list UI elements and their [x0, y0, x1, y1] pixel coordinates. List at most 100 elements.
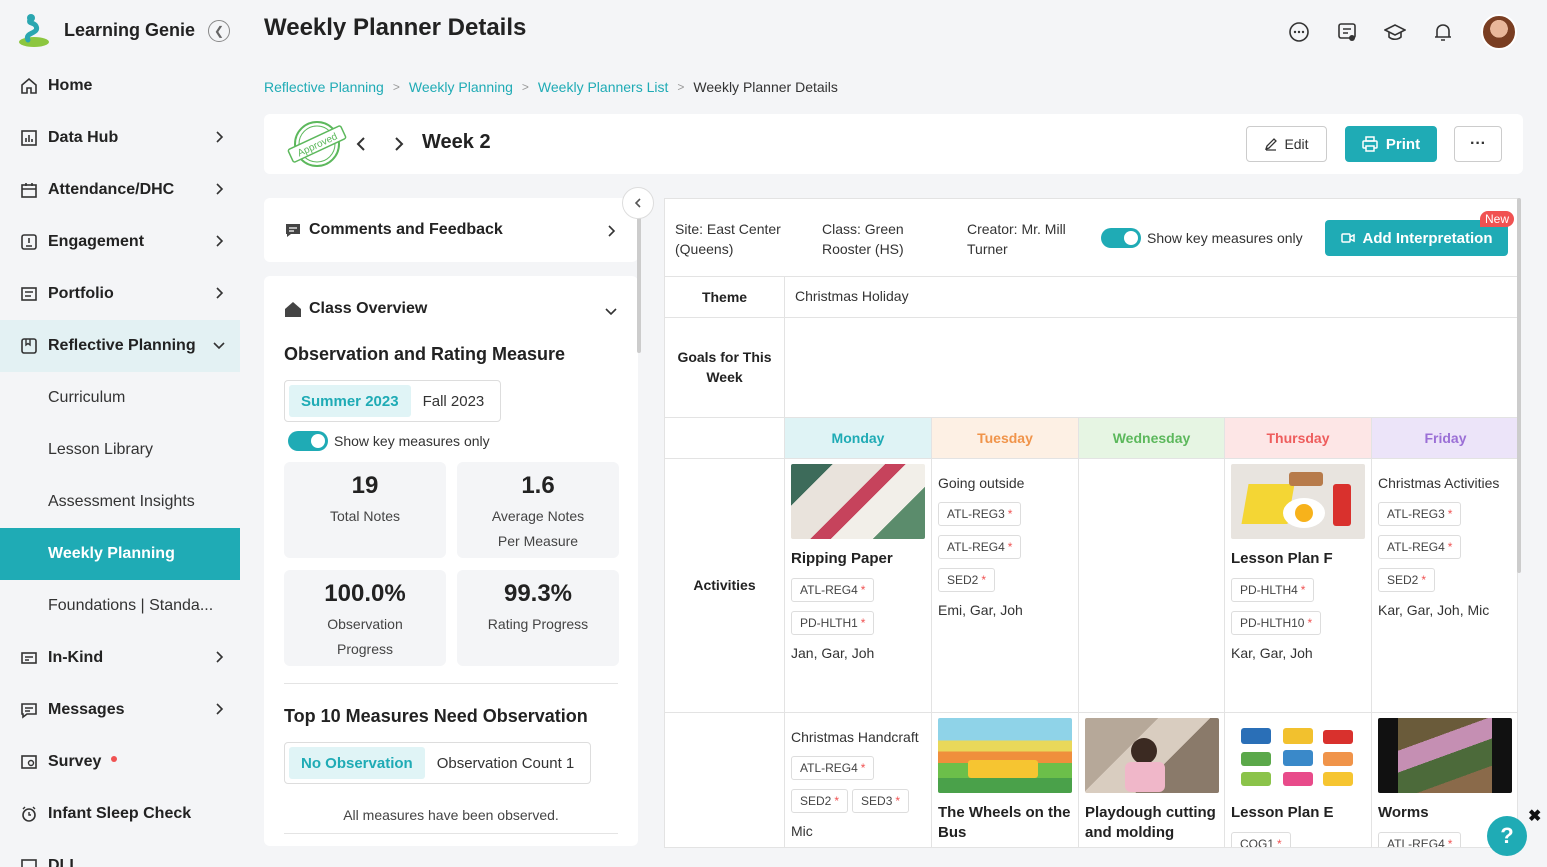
survey-icon: [20, 753, 38, 771]
collapse-panel-button[interactable]: [622, 187, 654, 219]
more-options-button[interactable]: ···: [1454, 126, 1502, 162]
activity-card[interactable]: Worms ATL-REG4 *: [1372, 718, 1517, 847]
breadcrumb-weekly-planning[interactable]: Weekly Planning: [408, 79, 513, 95]
graduation-cap-icon[interactable]: [1383, 20, 1407, 44]
divider: [284, 833, 618, 834]
chevron-right-icon: [216, 235, 224, 247]
activity-card[interactable]: Christmas Handcraft ATL-REG4 * SED2 * SED3 *…: [785, 727, 931, 839]
sidebar-item-infant-sleep-check[interactable]: Infant Sleep Check: [0, 788, 240, 840]
add-interpretation-label: Add Interpretation: [1362, 229, 1493, 247]
sidebar-item-data-hub[interactable]: Data Hub: [0, 112, 240, 164]
print-button[interactable]: Print: [1345, 126, 1437, 162]
sidebar-item-label: In-Kind: [48, 649, 104, 666]
measure-tag: SED2 *: [791, 789, 849, 813]
notes-icon[interactable]: [1335, 20, 1359, 44]
activity-card[interactable]: Going outside ATL-REG3 * ATL-REG4 * SED2 * …: [932, 473, 1078, 618]
sidebar-item-label: Engagement: [48, 233, 145, 250]
sidebar-item-dll[interactable]: DLL: [0, 840, 240, 867]
sidebar-item-in-kind[interactable]: In-Kind: [0, 632, 240, 684]
collapse-sidebar-icon[interactable]: ❮: [208, 20, 230, 42]
children-list: Emi, Gar, Joh: [938, 602, 1023, 618]
calendar-icon: [20, 181, 38, 199]
measure-tag: SED2 *: [938, 568, 996, 592]
stat-observation-progress: 100.0% Observation Progress: [284, 570, 446, 666]
sidebar-item-label: Attendance/DHC: [48, 181, 175, 198]
activity-card[interactable]: Ripping Paper ATL-REG4 * PD-HLTH1 * Jan, G…: [785, 464, 931, 661]
sidebar-subitem-curriculum[interactable]: Curriculum: [48, 389, 126, 406]
add-interpretation-button[interactable]: Add Interpretation: [1325, 220, 1508, 256]
tab-summer-2023[interactable]: Summer 2023: [289, 385, 411, 417]
theme-label: Theme: [701, 289, 748, 305]
class-info: Class: Green Rooster (HS): [822, 221, 904, 257]
activity-title: Going outside: [938, 475, 1025, 491]
stat-label: Observation Progress: [327, 616, 403, 657]
goals-label: Goals for This Week: [677, 349, 772, 385]
edit-button[interactable]: Edit: [1246, 126, 1327, 162]
sidebar-item-reflective-planning[interactable]: Reflective Planning: [0, 320, 240, 372]
activity-title: The Wheels on the Bus: [938, 804, 1071, 841]
bell-icon[interactable]: [1431, 20, 1455, 44]
stat-value: 100.0%: [324, 580, 406, 607]
measure-tag: ATL-REG3 *: [938, 502, 1022, 526]
key-measures-toggle[interactable]: [288, 431, 328, 451]
day-header-thursday: Thursday: [1225, 418, 1371, 458]
sleep-icon: [20, 805, 38, 823]
portfolio-icon: [20, 285, 38, 303]
left-scrollbar[interactable]: [637, 215, 641, 353]
next-week-icon[interactable]: [392, 134, 406, 154]
previous-week-icon[interactable]: [354, 134, 368, 154]
planner-scrollbar[interactable]: [1517, 198, 1521, 573]
activity-card[interactable]: Lesson Plan E COG1 *: [1225, 718, 1371, 847]
sidebar-item-survey[interactable]: Survey: [0, 736, 240, 788]
sidebar-item-portfolio[interactable]: Portfolio: [0, 268, 240, 320]
breadcrumb-weekly-planners-list[interactable]: Weekly Planners List: [537, 79, 669, 95]
tab-observation-count-1[interactable]: Observation Count 1: [436, 754, 575, 772]
activity-title: Worms: [1378, 804, 1429, 821]
breadcrumb-reflective-planning[interactable]: Reflective Planning: [264, 79, 384, 95]
stat-label: Rating Progress: [487, 616, 589, 632]
activity-card[interactable]: The Wheels on the Bus: [932, 718, 1078, 843]
grid-line: [665, 276, 1517, 277]
key-measures-label: Show key measures only: [334, 433, 490, 449]
sidebar-subitem-weekly-planning[interactable]: Weekly Planning: [0, 528, 240, 580]
close-icon[interactable]: ✖: [1528, 808, 1542, 825]
sidebar-subitem-lesson-library[interactable]: Lesson Library: [48, 441, 153, 458]
activity-title: Lesson Plan F: [1231, 550, 1333, 567]
planner-key-measures-toggle[interactable]: [1101, 228, 1141, 248]
chevron-down-icon[interactable]: [604, 304, 618, 318]
help-button[interactable]: ?: [1487, 816, 1527, 856]
day-header-tuesday: Tuesday: [932, 418, 1078, 458]
printer-icon: [1362, 136, 1378, 152]
comments-card[interactable]: Comments and Feedback: [264, 198, 638, 262]
avatar[interactable]: [1481, 14, 1517, 50]
sidebar: Learning Genie ❮ Home Data Hub Attendanc…: [0, 0, 240, 867]
grid-line: [931, 417, 932, 847]
brand[interactable]: Learning Genie ❮: [16, 12, 230, 48]
sidebar-item-label: DLL: [48, 857, 80, 867]
page-title: Weekly Planner Details: [264, 14, 527, 41]
sidebar-subitem-assessment-insights[interactable]: Assessment Insights: [48, 493, 195, 510]
grid-line: [665, 317, 1517, 318]
week-label: Week 2: [422, 131, 491, 153]
activity-card[interactable]: Christmas Activities ATL-REG3 * ATL-REG4 *…: [1372, 473, 1517, 618]
activity-thumbnail: [1378, 718, 1512, 793]
activity-thumbnail: [1231, 464, 1365, 539]
sidebar-item-home[interactable]: Home: [0, 60, 240, 112]
breadcrumb-separator-icon: >: [677, 80, 685, 94]
activity-thumbnail: [1231, 718, 1365, 793]
measure-tag: PD-HLTH1 *: [791, 611, 875, 635]
activity-card[interactable]: Playdough cutting and molding: [1079, 718, 1225, 843]
sidebar-subitem-foundations[interactable]: Foundations | Standa...: [48, 597, 214, 614]
tab-fall-2023[interactable]: Fall 2023: [422, 392, 485, 410]
class-overview-card: Class Overview Observation and Rating Me…: [264, 276, 638, 846]
sidebar-item-engagement[interactable]: Engagement: [0, 216, 240, 268]
activity-card[interactable]: Lesson Plan F PD-HLTH4 * PD-HLTH10 * Kar, …: [1225, 464, 1371, 661]
sidebar-item-attendance[interactable]: Attendance/DHC: [0, 164, 240, 216]
chat-icon[interactable]: [1287, 20, 1311, 44]
home-icon: [20, 77, 38, 95]
tab-no-observation[interactable]: No Observation: [289, 747, 425, 779]
planning-icon: [20, 337, 38, 355]
pencil-icon: [1265, 138, 1278, 151]
sidebar-item-messages[interactable]: Messages: [0, 684, 240, 736]
measure-tag: ATL-REG4 *: [1378, 832, 1462, 847]
